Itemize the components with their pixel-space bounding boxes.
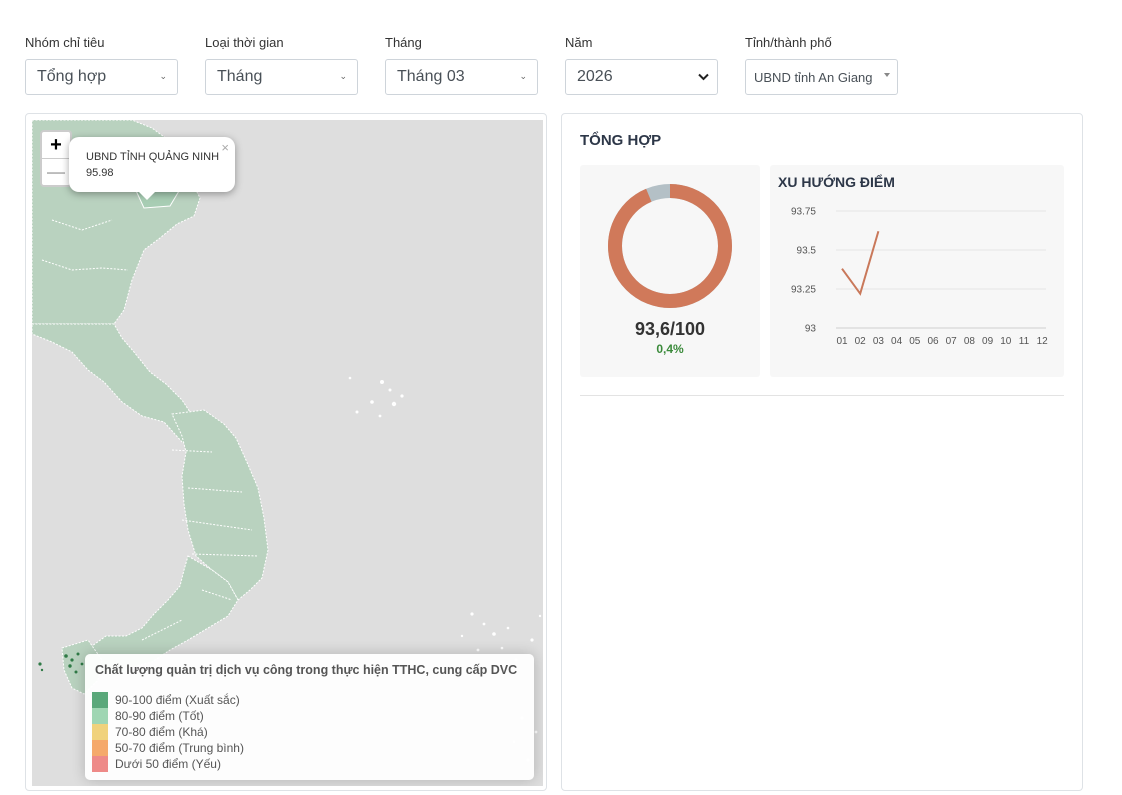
x-tick-label: 12 (1037, 336, 1049, 347)
province-select-value: UBND tỉnh An Giang (754, 69, 873, 85)
summary-panel: TỔNG HỢP 93,6/100 0,4% XU HƯỚNG ĐIỂM 93.… (561, 113, 1083, 791)
map-highscore-points (38, 652, 84, 674)
month-filter: Tháng Tháng 03 ⌄ (385, 34, 538, 95)
score-donut-box: 93,6/100 0,4% (580, 165, 760, 377)
legend-swatch (92, 724, 108, 740)
x-tick-label: 09 (982, 336, 994, 347)
y-tick-label: 93 (805, 324, 817, 335)
donut-score-arc (608, 184, 732, 308)
divider (580, 395, 1064, 396)
legend-swatch (92, 708, 108, 724)
legend-item: 80-90 điểm (Tốt) (92, 708, 204, 724)
trend-series-line (841, 230, 880, 296)
group-select-value: Tổng hợp (37, 68, 107, 85)
y-tick-label: 93.75 (791, 207, 816, 218)
time-type-select-value: Tháng (217, 68, 263, 85)
legend-item: 90-100 điểm (Xuất sắc) (92, 692, 240, 708)
month-filter-label: Tháng (385, 35, 422, 50)
y-tick-label: 93.5 (797, 246, 817, 257)
choropleth-map[interactable]: + — UBND TỈNH QUẢNG NINH 95.98 × Chất lư… (32, 120, 543, 786)
group-filter-label: Nhóm chỉ tiêu (25, 35, 105, 50)
year-filter-label: Năm (565, 35, 593, 50)
zoom-out-button[interactable]: — (42, 158, 70, 185)
map-region-highlands (171, 409, 269, 601)
zoom-control: + — (40, 130, 72, 187)
map-popup: UBND TỈNH QUẢNG NINH 95.98 × (69, 137, 235, 200)
legend-item: Dưới 50 điểm (Yếu) (92, 756, 221, 772)
legend-label: 70-80 điểm (Khá) (115, 725, 208, 739)
province-filter-label: Tỉnh/thành phố (745, 35, 832, 50)
map-borders (41, 219, 259, 641)
trend-chart: 93.75 93.5 93.25 93 01 02 03 04 05 06 07 08 09 10 11 12 (791, 207, 1049, 348)
legend-item: 70-80 điểm (Khá) (92, 724, 208, 740)
popup-score: 95.98 (86, 167, 114, 179)
trend-chart-box: XU HƯỚNG ĐIỂM 93.75 93.5 93.25 93 01 02 03 04 05… (770, 165, 1064, 377)
x-tick-label: 06 (927, 336, 939, 347)
score-delta: 0,4% (656, 342, 684, 356)
popup-province-name: UBND TỈNH QUẢNG NINH (86, 151, 220, 163)
x-tick-label: 04 (891, 336, 903, 347)
chevron-down-icon: ⌄ (339, 70, 347, 81)
legend-label: Dưới 50 điểm (Yếu) (115, 757, 221, 771)
popup-tip (139, 192, 155, 200)
x-tick-label: 11 (1019, 336, 1030, 347)
legend-label: 50-70 điểm (Trung bình) (115, 741, 244, 755)
x-tick-label: 08 (964, 336, 976, 347)
time-type-select[interactable]: Tháng ⌄ (205, 59, 358, 95)
chevron-down-icon: ⌄ (519, 70, 527, 81)
summary-title: TỔNG HỢP (580, 132, 662, 149)
province-select[interactable]: UBND tỉnh An Giang (745, 59, 898, 95)
map-panel: + — UBND TỈNH QUẢNG NINH 95.98 × Chất lư… (25, 113, 547, 791)
x-tick-label: 02 (855, 336, 867, 347)
legend-label: 80-90 điểm (Tốt) (115, 709, 204, 723)
trend-title: XU HƯỚNG ĐIỂM (778, 174, 895, 190)
legend-title: Chất lượng quản trị dịch vụ công trong t… (95, 663, 518, 677)
time-type-filter-label: Loại thời gian (205, 35, 284, 50)
legend-swatch (92, 692, 108, 708)
year-filter: Năm 2026 (565, 34, 718, 95)
province-filter: Tỉnh/thành phố UBND tỉnh An Giang (745, 34, 898, 95)
x-tick-label: 05 (909, 336, 921, 347)
month-select-value: Tháng 03 (397, 68, 465, 85)
group-select[interactable]: Tổng hợp ⌄ (25, 59, 178, 95)
legend-label: 90-100 điểm (Xuất sắc) (115, 693, 240, 707)
legend-swatch (92, 740, 108, 756)
x-tick-label: 01 (836, 336, 848, 347)
legend-swatch (92, 756, 108, 772)
legend-item: 50-70 điểm (Trung bình) (92, 740, 244, 756)
x-tick-label: 03 (873, 336, 885, 347)
year-select-value: 2026 (577, 68, 613, 85)
x-tick-label: 07 (946, 336, 958, 347)
score-donut (608, 184, 732, 308)
close-icon[interactable]: × (221, 140, 229, 155)
year-select[interactable]: 2026 (565, 59, 718, 95)
y-tick-label: 93.25 (791, 285, 816, 296)
x-tick-label: 10 (1000, 336, 1012, 347)
score-value: 93,6/100 (634, 319, 706, 339)
month-select[interactable]: Tháng 03 ⌄ (385, 59, 538, 95)
caret-down-icon (884, 73, 890, 77)
map-legend: Chất lượng quản trị dịch vụ công trong t… (85, 654, 534, 780)
time-type-filter: Loại thời gian Tháng ⌄ (205, 34, 358, 95)
group-filter: Nhóm chỉ tiêu Tổng hợp ⌄ (25, 34, 178, 95)
chevron-down-icon: ⌄ (159, 70, 167, 81)
chevron-down-icon (698, 73, 709, 81)
zoom-in-button[interactable]: + (50, 134, 62, 156)
